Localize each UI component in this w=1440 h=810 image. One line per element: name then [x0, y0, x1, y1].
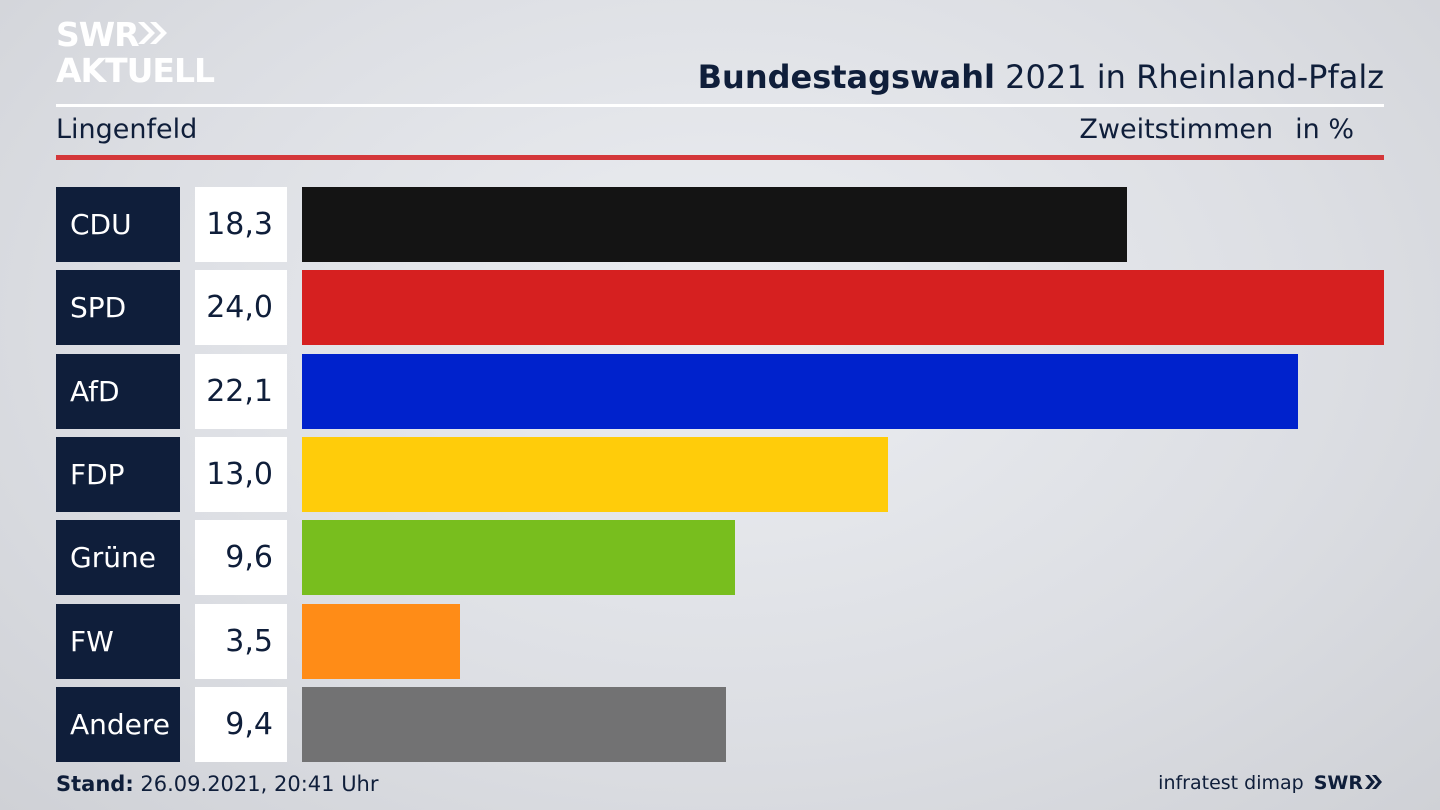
swr-aktuell-logo: SWR AKTUELL — [56, 16, 226, 90]
timestamp: Stand: 26.09.2021, 20:41 Uhr — [56, 772, 379, 796]
result-row: CDU 18,3 — [56, 187, 1384, 262]
result-bar — [302, 187, 1128, 262]
timestamp-value: 26.09.2021, 20:41 Uhr — [140, 772, 379, 796]
source-credit: infratest dimap SWR — [1158, 772, 1384, 794]
result-bar — [302, 436, 889, 512]
measure-text: Zweitstimmen — [1079, 114, 1274, 145]
party-label: Andere — [56, 686, 180, 762]
party-label: FW — [56, 603, 180, 679]
result-bar — [302, 270, 1384, 346]
value-label: 18,3 — [195, 187, 287, 262]
party-label: AfD — [56, 353, 180, 429]
result-row: AfD 22,1 — [56, 353, 1384, 429]
result-row: FDP 13,0 — [56, 436, 1384, 512]
source-name: infratest dimap — [1158, 772, 1304, 794]
measure-label: Zweitstimmen in % — [1079, 114, 1354, 145]
chart-title-bold: Bundestagswahl — [697, 58, 995, 96]
timestamp-label: Stand: — [56, 772, 134, 796]
result-bar — [302, 353, 1299, 429]
value-label: 9,6 — [195, 520, 287, 596]
chart-title: Bundestagswahl 2021 in Rheinland-Pfalz — [698, 58, 1384, 96]
chart-title-rest: 2021 in Rheinland-Pfalz — [1005, 58, 1384, 96]
value-label: 13,0 — [195, 436, 287, 512]
party-label: FDP — [56, 436, 180, 512]
unit-text: in % — [1295, 114, 1354, 145]
result-bar — [302, 686, 726, 762]
party-label: Grüne — [56, 520, 180, 596]
result-row: Andere 9,4 — [56, 686, 1384, 762]
footer-chevron-icon — [1365, 775, 1382, 789]
value-label: 22,1 — [195, 353, 287, 429]
party-label: CDU — [56, 187, 180, 262]
value-label: 3,5 — [195, 603, 287, 679]
value-label: 9,4 — [195, 686, 287, 762]
footer-brand: SWR — [1313, 772, 1363, 794]
result-bar — [302, 603, 460, 679]
result-row: SPD 24,0 — [56, 270, 1384, 346]
result-row: FW 3,5 — [56, 603, 1384, 679]
logo-text-swr: SWR — [56, 15, 140, 54]
region-label: Lingenfeld — [56, 114, 198, 145]
logo-text-aktuell: AKTUELL — [56, 51, 215, 90]
value-label: 24,0 — [195, 270, 287, 346]
result-bar — [302, 520, 735, 596]
result-row: Grüne 9,6 — [56, 520, 1384, 596]
header-accent-rule — [56, 155, 1384, 160]
double-chevron-icon — [138, 22, 167, 44]
party-label: SPD — [56, 270, 180, 346]
header-divider — [56, 104, 1384, 107]
